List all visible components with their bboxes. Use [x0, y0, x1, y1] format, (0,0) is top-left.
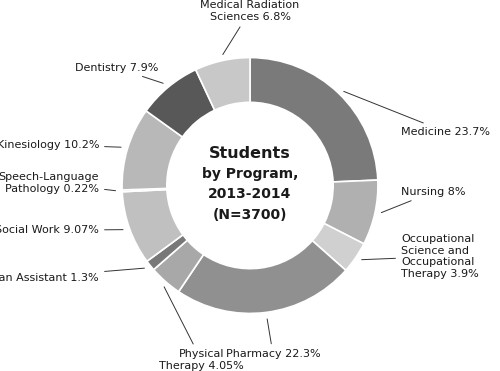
Wedge shape: [312, 223, 364, 270]
Text: Nursing 8%: Nursing 8%: [382, 187, 466, 213]
Text: Dentistry 7.9%: Dentistry 7.9%: [74, 63, 163, 83]
Wedge shape: [147, 235, 188, 270]
Wedge shape: [154, 240, 204, 292]
Wedge shape: [324, 180, 378, 244]
Wedge shape: [250, 58, 378, 182]
Text: Occupational
Science and
Occupational
Therapy 3.9%: Occupational Science and Occupational Th…: [362, 234, 478, 279]
Text: Kinesiology 10.2%: Kinesiology 10.2%: [0, 139, 121, 150]
Text: Speech-Language
Pathology 0.22%: Speech-Language Pathology 0.22%: [0, 172, 116, 194]
Wedge shape: [146, 70, 214, 137]
Text: Medicine 23.7%: Medicine 23.7%: [344, 91, 490, 137]
Text: by Program,: by Program,: [202, 167, 298, 181]
Text: 2013-2014: 2013-2014: [208, 187, 292, 201]
Text: Medical Radiation
Sciences 6.8%: Medical Radiation Sciences 6.8%: [200, 0, 300, 55]
Wedge shape: [122, 190, 183, 261]
Text: Physical
Therapy 4.05%: Physical Therapy 4.05%: [159, 287, 244, 371]
Text: Pharmacy 22.3%: Pharmacy 22.3%: [226, 319, 320, 359]
Wedge shape: [178, 241, 346, 313]
Text: (N=3700): (N=3700): [213, 208, 287, 222]
Wedge shape: [122, 188, 167, 192]
Text: Physician Assistant 1.3%: Physician Assistant 1.3%: [0, 268, 144, 283]
Text: Students: Students: [209, 146, 291, 161]
Wedge shape: [122, 111, 182, 190]
Wedge shape: [196, 58, 250, 110]
Text: Social Work 9.07%: Social Work 9.07%: [0, 225, 123, 235]
